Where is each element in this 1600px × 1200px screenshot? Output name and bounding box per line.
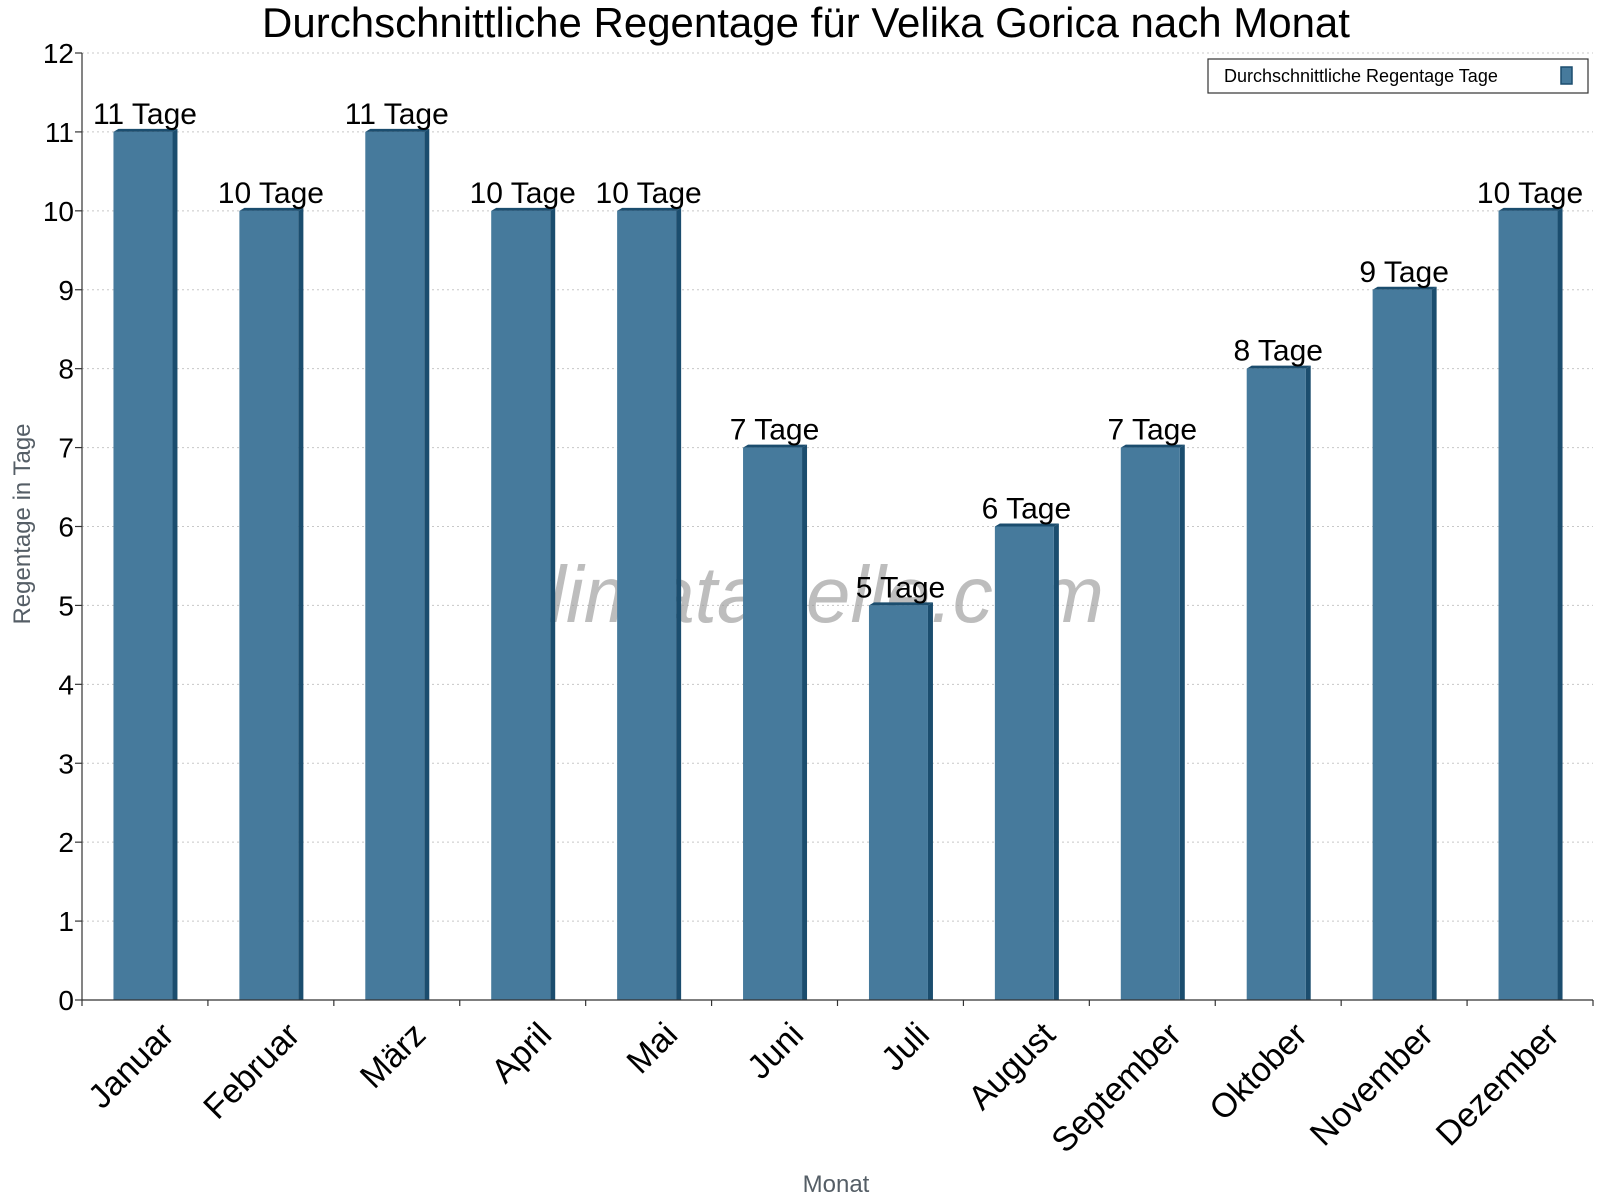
y-tick-label: 8 [58,354,74,385]
bar-top [365,128,430,132]
bar-top [1498,207,1563,211]
bar [1372,289,1432,1000]
x-tick-label: Oktober [1202,1016,1314,1128]
x-tick-label: September [1044,1016,1188,1160]
x-tick-label: Dezember [1429,1016,1567,1154]
bar [743,447,803,1000]
bars [113,128,1563,1001]
x-tick-label: Januar [81,1016,181,1116]
bar-top [1372,286,1437,290]
data-label: 5 Tage [856,571,946,604]
y-tick-label: 5 [58,590,74,621]
bar [1246,368,1306,1001]
y-tick-label: 10 [43,196,74,227]
data-label: 11 Tage [93,98,197,131]
data-label: 9 Tage [1359,256,1449,289]
bar [617,210,677,1001]
data-label: 8 Tage [1233,335,1323,368]
y-tick-label: 3 [58,748,74,779]
y-tick-label: 0 [58,985,74,1016]
bar-top [617,207,682,211]
bar [868,605,928,1000]
data-label: 10 Tage [596,177,702,210]
legend-box [1207,58,1589,94]
data-labels: 11 Tage 10 Tage 11 Tage 10 Tage 10 Tage 7 Tag… [93,98,1583,605]
bar-side [1053,523,1059,1000]
data-label: 7 Tage [1108,414,1198,447]
y-tick-label: 11 [45,117,74,148]
bar-side [1431,286,1437,1000]
bar [113,131,173,1000]
data-label: 10 Tage [470,177,576,210]
data-label: 6 Tage [982,493,1072,526]
chart-title: Durchschnittliche Regentage für Velika G… [262,0,1350,46]
x-tick-label: Februar [196,1016,307,1127]
bar-top [1246,365,1311,369]
bar-side [550,207,556,1001]
data-label: 11 Tage [345,98,449,131]
bar [365,131,425,1000]
y-tick-label: 1 [58,906,74,937]
bar [491,210,551,1001]
legend: Durchschnittliche Regentage Tage [1207,58,1589,94]
bar-side [802,444,808,1000]
bar-side [298,207,304,1001]
bar-top [239,207,304,211]
bar-side [424,128,430,1000]
y-tick-label: 2 [58,827,74,858]
gridlines [82,52,1593,922]
bar-side [1557,207,1563,1001]
y-tick-label: 9 [58,275,74,306]
bar [994,526,1054,1000]
data-label: 10 Tage [1477,177,1583,210]
legend-swatch [1560,66,1573,85]
bar [1120,447,1180,1000]
y-tick-label: 6 [58,512,74,543]
bar-side [1305,365,1311,1001]
data-label: 10 Tage [218,177,324,210]
x-tick-label: Mai [619,1016,685,1082]
y-axis-label: Regentage in Tage [9,423,36,624]
legend-label: Durchschnittliche Regentage Tage [1224,66,1498,86]
bar-top [113,128,178,132]
y-tick-label: 12 [43,38,74,69]
bar-side [1179,444,1185,1000]
x-tick-label: November [1303,1016,1441,1154]
bar-top [491,207,556,211]
bar-side [172,128,178,1000]
data-label: 7 Tage [730,414,820,447]
x-tick-label: August [961,1015,1063,1117]
x-tick-label: Juni [740,1016,811,1087]
bar-top [994,523,1059,527]
x-tick-label: März [353,1016,433,1096]
bar-top [743,444,808,448]
x-axis-label: Monat [803,1171,870,1198]
bar-side [927,602,933,1000]
bar-top [868,602,933,606]
y-tick-label: 7 [58,433,74,464]
y-tick-label: 4 [58,669,74,700]
bar-side [676,207,682,1001]
x-tick-label: Juli [874,1016,937,1079]
bar [1498,210,1558,1001]
bar [239,210,299,1001]
bar-top [1120,444,1185,448]
x-tick-label: April [484,1016,559,1091]
